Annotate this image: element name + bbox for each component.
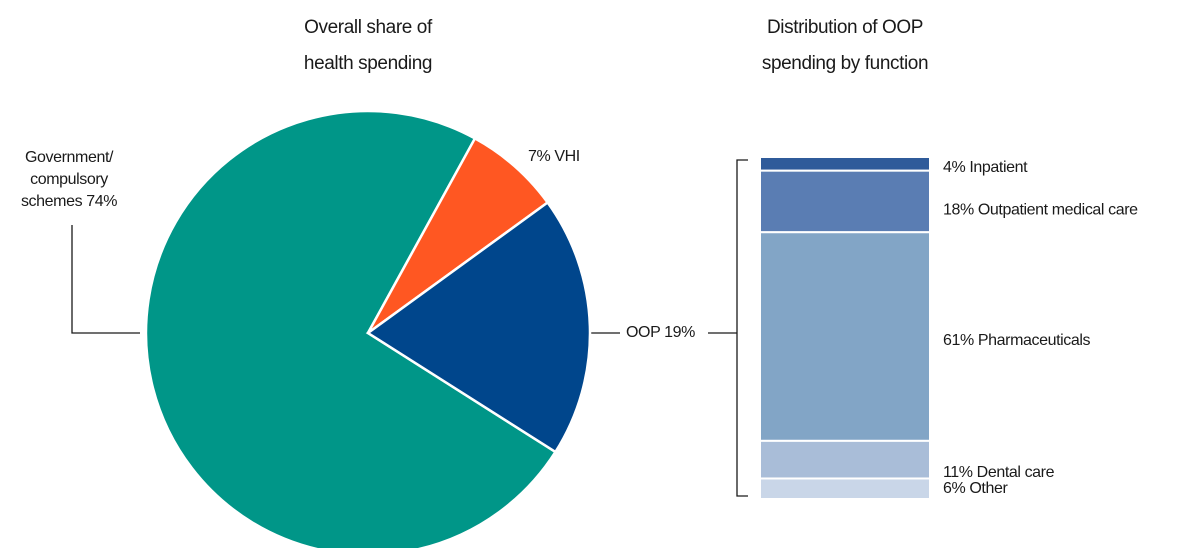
- bar-title: Distribution of OOP spending by function: [761, 17, 929, 74]
- slice-label: 7% VHI: [528, 148, 580, 165]
- bar-segment: [759, 477, 931, 501]
- bar-segment: [759, 156, 931, 172]
- leader-line: [71, 225, 140, 334]
- slice-label: OOP 19%: [626, 324, 695, 341]
- pie-slice: [365, 200, 592, 454]
- bar-segment: [759, 231, 931, 442]
- bar-segment: [759, 169, 931, 234]
- pie-slice: [144, 109, 558, 548]
- bar-segment: [759, 439, 931, 480]
- segment-label: 18% Outpatient medical care: [943, 202, 1138, 219]
- pie-title: Overall share of health spending: [303, 17, 433, 74]
- segment-label: 61% Pharmaceuticals: [943, 332, 1091, 349]
- segment-label: 11% Dental care: [943, 464, 1055, 481]
- slice-label: Government/ compulsory schemes 74%: [20, 149, 118, 210]
- bracket: [736, 159, 748, 497]
- segment-label: 4% Inpatient: [943, 159, 1028, 176]
- segment-label: 6% Other: [943, 480, 1008, 497]
